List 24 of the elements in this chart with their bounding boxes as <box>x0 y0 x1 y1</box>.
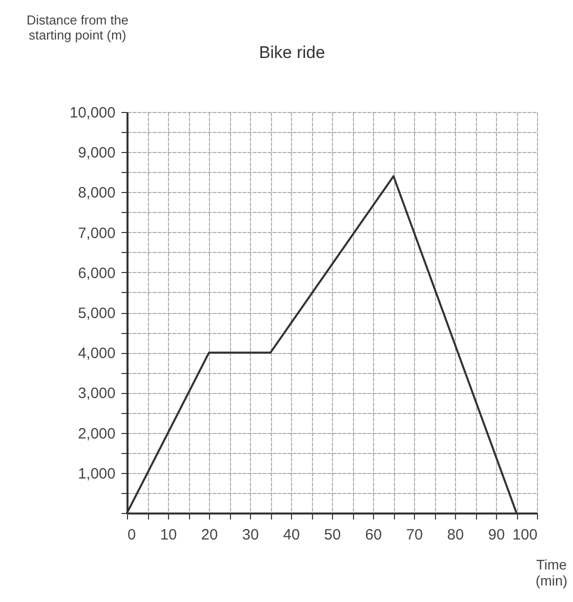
x-tick-label: 80 <box>447 526 464 544</box>
y-tick-label: 8,000 <box>78 184 116 202</box>
y-tick-label: 5,000 <box>78 305 116 322</box>
x-tick-label: 50 <box>324 526 341 544</box>
x-tick-label: 60 <box>365 526 382 544</box>
y-axis-title: Distance from the starting point (m) <box>26 12 128 42</box>
x-tick-label: 70 <box>406 526 423 544</box>
x-tick-label: 30 <box>242 526 259 544</box>
x-tick-label: 20 <box>201 526 218 544</box>
x-tick-label: 100 <box>512 526 538 544</box>
x-tick-label: 0 <box>128 526 136 544</box>
y-tick-label: 10,000 <box>70 104 116 122</box>
y-tick-label: 4,000 <box>78 345 116 362</box>
y-tick-label: 6,000 <box>78 264 116 282</box>
x-axis-title: Time (min) <box>536 556 568 588</box>
y-tick-label: 3,000 <box>78 385 116 402</box>
x-tick-label: 90 <box>488 526 505 544</box>
y-tick-label: 2,000 <box>78 425 116 442</box>
y-tick-label: 7,000 <box>78 224 116 242</box>
x-tick-label: 40 <box>283 526 300 544</box>
chart-title: Bike ride <box>258 43 326 62</box>
y-tick-label: 1,000 <box>78 465 116 482</box>
y-tick-label: 9,000 <box>78 144 116 162</box>
x-tick-label: 10 <box>160 526 177 544</box>
